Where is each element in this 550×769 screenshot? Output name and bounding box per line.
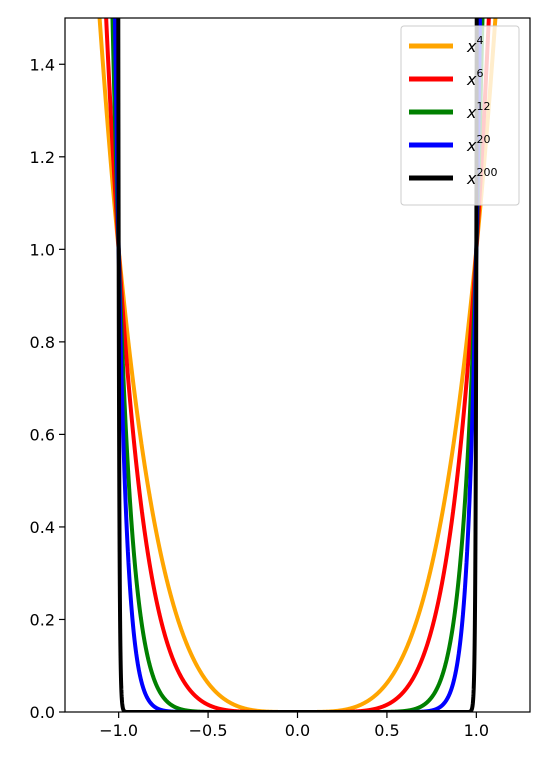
y-tick-label: 1.4 bbox=[30, 55, 55, 74]
x-axis: −1.0 −0.5 0.0 0.5 1.0 bbox=[99, 712, 489, 740]
x-tick-label: 1.0 bbox=[464, 721, 489, 740]
legend-label-x4: x4 bbox=[466, 34, 483, 56]
y-axis: 0.0 0.2 0.4 0.6 0.8 1.0 1.2 1.4 bbox=[30, 55, 65, 722]
series-line-x6 bbox=[104, 18, 491, 712]
legend: x4 x6 x12 x20 x200 bbox=[400, 25, 520, 206]
x-tick-label: −0.5 bbox=[189, 721, 228, 740]
y-tick-label: 0.0 bbox=[30, 703, 55, 722]
y-tick-label: 0.6 bbox=[30, 425, 55, 444]
legend-label-x12: x12 bbox=[466, 100, 490, 122]
legend-label-x200: x200 bbox=[466, 166, 497, 188]
legend-label-x6: x6 bbox=[466, 67, 483, 89]
x-tick-label: −1.0 bbox=[99, 721, 138, 740]
y-tick-label: 0.8 bbox=[30, 333, 55, 352]
x-tick-label: 0.5 bbox=[374, 721, 399, 740]
series-line-x20 bbox=[112, 18, 483, 712]
legend-box bbox=[400, 25, 520, 206]
series-layer bbox=[97, 18, 498, 712]
legend-label-x20: x20 bbox=[466, 133, 490, 155]
y-tick-label: 0.4 bbox=[30, 518, 55, 537]
series-line-x200 bbox=[116, 18, 479, 712]
y-tick-label: 1.0 bbox=[30, 240, 55, 259]
y-tick-label: 0.2 bbox=[30, 610, 55, 629]
y-tick-label: 1.2 bbox=[30, 148, 55, 167]
series-line-x4 bbox=[97, 18, 498, 712]
x-tick-label: 0.0 bbox=[285, 721, 310, 740]
series-line-x12 bbox=[110, 18, 485, 712]
